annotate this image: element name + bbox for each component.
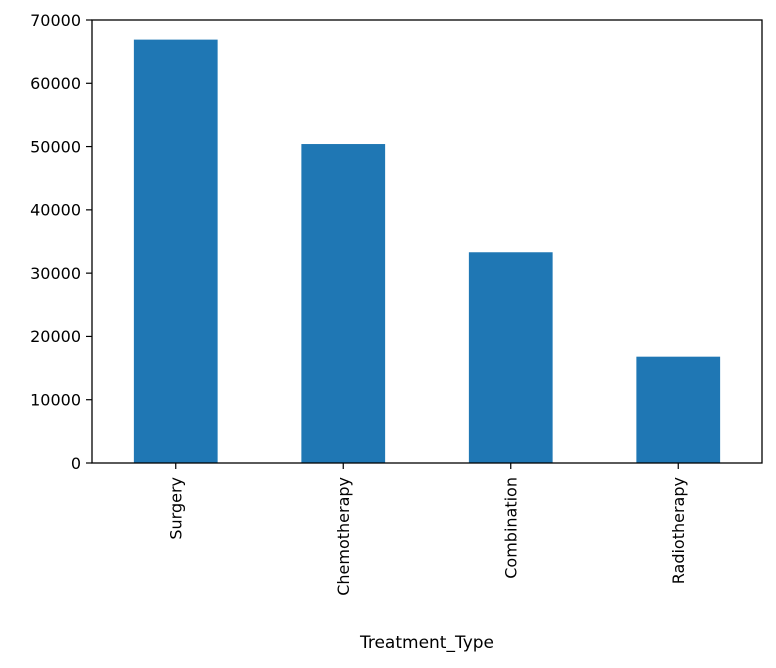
y-tick-label: 40000 bbox=[30, 201, 81, 220]
x-tick-label: Surgery bbox=[166, 477, 185, 540]
plot-frame bbox=[91, 19, 763, 464]
y-tick-label: 50000 bbox=[30, 137, 81, 156]
x-tick-label: Combination bbox=[501, 477, 520, 579]
bar-combination bbox=[468, 252, 553, 463]
bar-surgery bbox=[133, 39, 218, 464]
bars-group bbox=[133, 39, 721, 464]
x-axis-label: Treatment_Type bbox=[359, 633, 494, 653]
y-tick-label: 0 bbox=[71, 454, 81, 473]
y-tick-label: 70000 bbox=[30, 11, 81, 30]
x-tick-label: Radiotherapy bbox=[669, 477, 688, 584]
x-tick-label: Chemotherapy bbox=[334, 477, 353, 596]
y-tick-label: 30000 bbox=[30, 264, 81, 283]
bar-radiotherapy bbox=[636, 356, 721, 463]
y-tick-label: 20000 bbox=[30, 327, 81, 346]
y-tick-label: 60000 bbox=[30, 74, 81, 93]
y-tick-label: 10000 bbox=[30, 390, 81, 409]
bar-chemotherapy bbox=[301, 144, 386, 464]
x-axis: Surgery Chemotherapy Combination Radiothera… bbox=[166, 463, 688, 596]
y-axis: 0 10000 20000 30000 40000 50000 60000 70000 bbox=[30, 11, 92, 473]
